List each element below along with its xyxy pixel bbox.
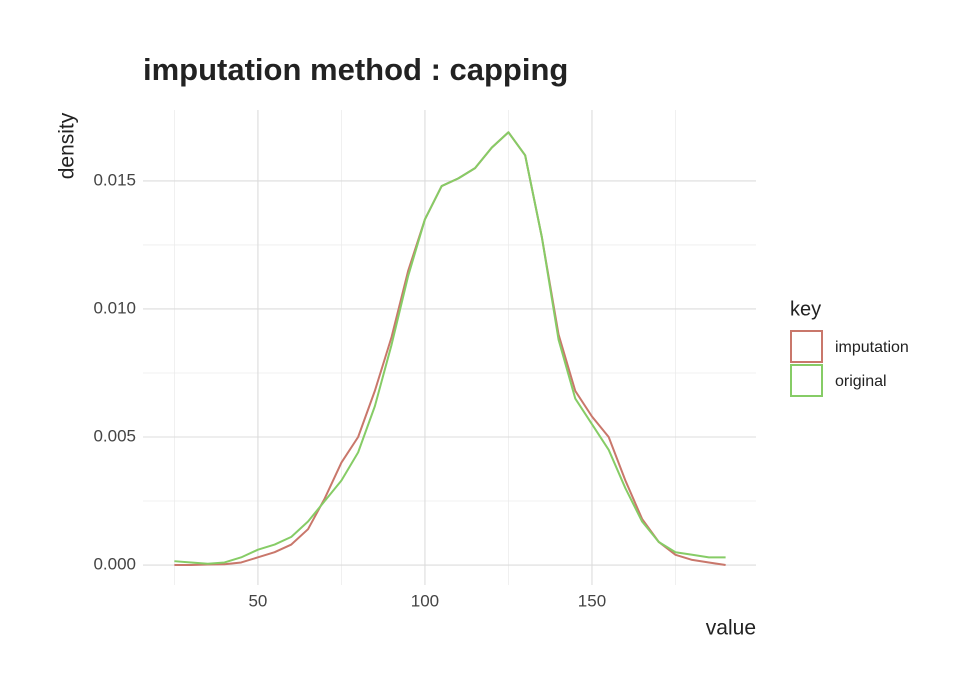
density-line: [174, 131, 726, 565]
legend-key: [790, 330, 823, 363]
grid: [143, 110, 756, 585]
y-tick-label: 0.005: [93, 426, 136, 445]
legend-key: [790, 364, 823, 397]
y-tick-label: 0.015: [93, 170, 136, 189]
x-tick-label: 150: [578, 591, 606, 610]
legend-title: key: [790, 298, 821, 320]
x-tick-label: 50: [248, 591, 267, 610]
density-line: [174, 131, 726, 567]
y-tick-label: 0.000: [93, 555, 136, 574]
chart-title: imputation method : capping: [143, 52, 568, 87]
y-axis-label: density: [56, 112, 79, 179]
legend-label: original: [835, 373, 887, 390]
plot-area: [174, 131, 726, 567]
x-axis-label: value: [706, 617, 756, 640]
y-tick-label: 0.010: [93, 298, 136, 317]
x-tick-label: 100: [411, 591, 439, 610]
legend-label: imputation: [835, 339, 909, 356]
